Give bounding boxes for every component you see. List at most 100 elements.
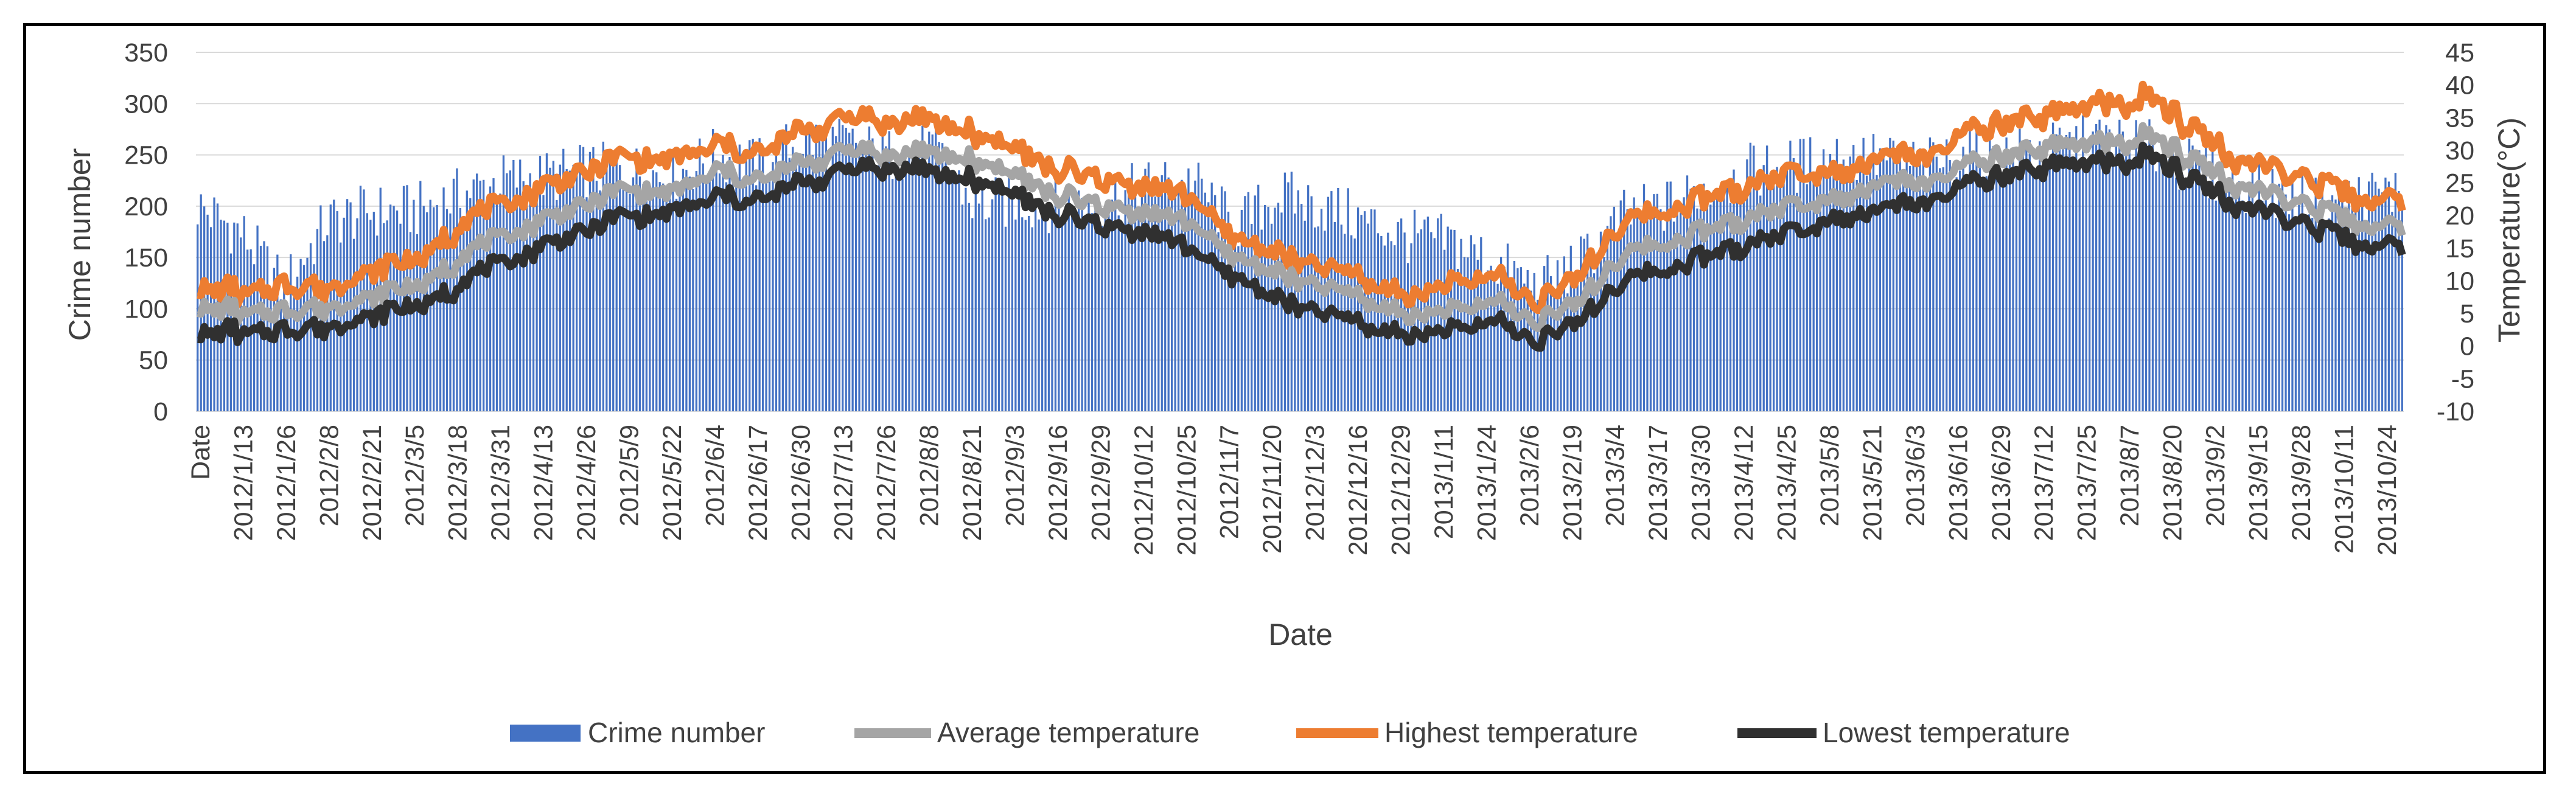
x-tick-label: 2012/9/3 — [1001, 425, 1030, 526]
crime-bar — [2098, 119, 2101, 412]
legend-item-highest: Highest temperature — [1296, 717, 1638, 748]
y-tick-label: 300 — [124, 89, 168, 119]
crime-bar — [881, 130, 884, 411]
crime-bar — [718, 173, 721, 411]
crime-bar — [1181, 179, 1183, 411]
crime-bar — [2387, 181, 2390, 411]
crime-bar — [1649, 207, 1652, 411]
crime-bar — [1313, 227, 1316, 411]
x-tick-label: 2013/2/19 — [1558, 425, 1587, 541]
crime-bar — [1157, 195, 1160, 411]
crime-bar — [1510, 288, 1512, 411]
crime-bar — [609, 156, 611, 411]
crime-bar — [785, 124, 787, 411]
crime-bar — [2354, 207, 2357, 411]
crime-bar — [1826, 172, 1828, 411]
crime-bar — [1812, 177, 1815, 411]
x-tick-label: 2013/3/17 — [1644, 425, 1673, 541]
crime-bar — [1965, 179, 1968, 411]
crime-bar — [1819, 181, 1821, 411]
x-tick-label: 2012/3/31 — [486, 425, 515, 541]
crime-bar — [2264, 189, 2267, 411]
x-tick-label: 2013/7/12 — [2030, 425, 2059, 541]
crime-bar — [1862, 137, 1865, 411]
crime-bar — [1753, 145, 1755, 411]
crime-bar — [1915, 166, 1918, 411]
legend-item-lowest: Lowest temperature — [1737, 717, 2070, 748]
crime-bar — [635, 148, 638, 411]
crime-bar — [2278, 183, 2280, 411]
crime-bar — [1430, 232, 1433, 411]
crime-bar — [1709, 204, 1712, 411]
crime-bar — [755, 185, 758, 411]
crime-bar — [2162, 171, 2164, 411]
crime-bar — [1131, 163, 1133, 411]
crime-bar — [1417, 233, 1419, 411]
crime-bar — [1230, 245, 1233, 411]
y2-tick-label: 25 — [2445, 169, 2474, 198]
crime-bar — [2178, 189, 2180, 411]
crime-bar — [1127, 186, 1130, 411]
crime-bar — [1599, 231, 1602, 411]
crime-bar — [1034, 202, 1037, 411]
crime-bar — [1776, 167, 1778, 411]
crime-bar — [915, 156, 917, 411]
crime-bar — [842, 125, 844, 411]
crime-bar — [1377, 233, 1380, 411]
crime-bar — [851, 128, 854, 411]
crime-bar — [1490, 265, 1492, 411]
y2-tick-label: 0 — [2460, 332, 2474, 361]
crime-bar — [419, 181, 422, 411]
crime-bar — [1147, 162, 1150, 411]
crime-bar — [1054, 178, 1057, 411]
crime-bar — [1487, 270, 1489, 411]
crime-bar — [1071, 210, 1073, 411]
crime-bar — [556, 200, 558, 411]
crime-bar — [1669, 181, 1672, 411]
crime-bar — [822, 134, 824, 412]
x-tick-label: 2012/8/8 — [915, 425, 944, 526]
crime-bar — [1467, 257, 1469, 411]
crime-bar — [1004, 226, 1007, 411]
crime-bar — [1839, 175, 1841, 411]
crime-bar — [1896, 159, 1898, 411]
crime-bar — [1476, 259, 1479, 411]
crime-bar — [861, 141, 864, 412]
crime-bar — [2032, 169, 2034, 411]
crime-bar — [1387, 232, 1389, 411]
crime-bar — [1639, 219, 1642, 411]
crime-bar — [1270, 223, 1273, 411]
crime-bar — [1958, 170, 1961, 411]
x-tick-label: 2013/9/15 — [2244, 425, 2273, 541]
crime-bar — [619, 165, 621, 411]
crime-bar — [2125, 143, 2127, 411]
crime-bar — [931, 134, 934, 411]
crime-bar — [1353, 238, 1356, 411]
crime-bar — [1267, 207, 1269, 411]
crime-bar — [871, 138, 874, 411]
x-tick-label: 2013/9/28 — [2287, 425, 2316, 541]
crime-bar — [1356, 207, 1360, 411]
crime-bar — [1733, 169, 1735, 411]
crime-bar — [1803, 139, 1805, 411]
crime-bar — [2348, 181, 2350, 411]
crime-bar — [1038, 219, 1040, 411]
x-tick-label: 2012/1/26 — [272, 425, 301, 541]
crime-bar — [2028, 140, 2031, 411]
crime-bar — [2128, 142, 2131, 411]
crime-bar — [1190, 197, 1193, 411]
crime-bar — [801, 153, 804, 411]
crime-bar — [731, 166, 735, 411]
crime-bar — [1998, 170, 2001, 411]
crime-bar — [2141, 136, 2144, 412]
crime-bar — [888, 131, 890, 412]
crime-bar — [2068, 132, 2071, 411]
crime-bar — [2201, 184, 2204, 411]
crime-bar — [808, 131, 811, 412]
crime-bar — [2381, 192, 2384, 411]
x-tick-label: 2012/4/13 — [529, 425, 559, 541]
crime-bar — [758, 138, 761, 411]
crime-bar — [399, 223, 402, 411]
crime-bar — [2182, 175, 2184, 411]
crime-bar — [838, 119, 840, 411]
